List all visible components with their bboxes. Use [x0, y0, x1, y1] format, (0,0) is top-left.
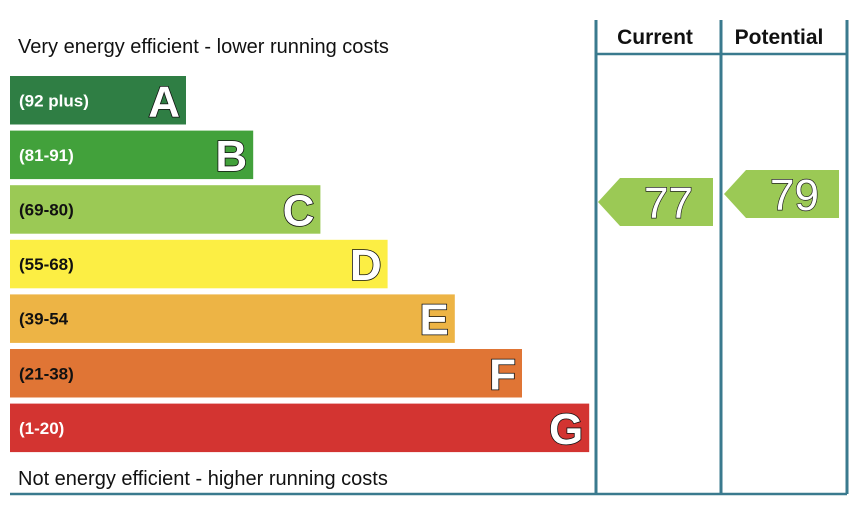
band-range-g: (1-20) [19, 419, 64, 438]
band-letter-d: D [350, 241, 382, 290]
bands-group: (92 plus) A(81-91) B(69-80) C(55-68) D(39-54… [10, 76, 590, 455]
band-range-b: (81-91) [19, 146, 74, 165]
band-range-f: (21-38) [19, 364, 74, 383]
band-a: (92 plus) A [10, 76, 186, 127]
score-columns-frame [10, 20, 849, 496]
score-arrow-shape-current [598, 178, 713, 226]
band-bar-e [10, 294, 455, 343]
band-range-c: (69-80) [19, 200, 74, 219]
band-letter-c: C [283, 186, 315, 235]
column-header-potential: Potential [735, 26, 824, 49]
score-arrow-potential: 79 [724, 170, 839, 221]
band-range-d: (55-68) [19, 255, 74, 274]
band-letter-a: A [148, 77, 180, 126]
band-d: (55-68) D [10, 239, 388, 291]
band-letter-b: B [215, 132, 247, 181]
column-header-current: Current [617, 26, 693, 49]
band-letter-f: F [489, 350, 516, 399]
band-g: (1-20) G [10, 403, 590, 455]
band-b: (81-91) B [10, 130, 254, 182]
band-bar-f [10, 349, 522, 398]
scores-group: 77 79 [598, 170, 839, 229]
score-arrow-current: 77 [598, 178, 713, 229]
score-value-current: 77 [644, 179, 693, 228]
score-value-potential: 79 [770, 171, 819, 220]
band-e: (39-54 E [10, 294, 455, 345]
band-letter-e: E [419, 296, 448, 345]
band-bar-a [10, 76, 186, 125]
bottom-label: Not energy efficient - higher running co… [18, 468, 388, 490]
band-bar-g [10, 403, 590, 453]
top-label: Very energy efficient - lower running co… [18, 36, 389, 58]
band-c: (69-80) C [10, 185, 321, 236]
band-range-e: (39-54 [19, 310, 69, 329]
band-letter-g: G [549, 405, 583, 454]
band-bar-d [10, 239, 388, 289]
band-bar-c [10, 185, 321, 234]
band-range-a: (92 plus) [19, 91, 89, 110]
band-f: (21-38) F [10, 349, 522, 400]
score-arrow-shape-potential [724, 170, 839, 218]
band-bar-b [10, 130, 254, 180]
